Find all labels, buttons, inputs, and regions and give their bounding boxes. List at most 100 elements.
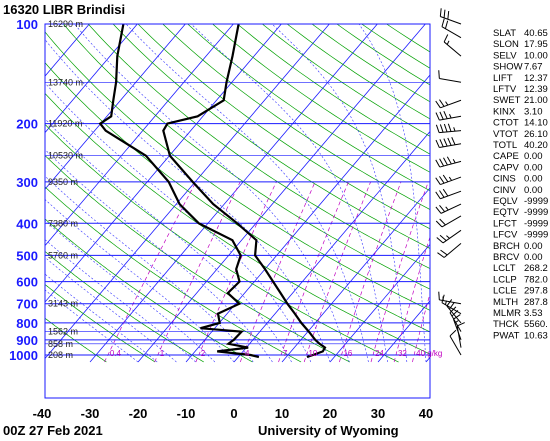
- wind-barb-staff: [443, 242, 462, 258]
- wind-barb-staff: [443, 41, 462, 57]
- index-name: CAPV: [493, 162, 520, 173]
- dry-adiabat: [187, 24, 430, 192]
- wind-barb-flag: [439, 8, 442, 17]
- height-label: 9350 m: [48, 177, 78, 187]
- index-name: LFTV: [493, 84, 517, 95]
- mixing-ratio-line: [412, 292, 430, 363]
- index-name: CAPE: [493, 151, 519, 162]
- height-label: 16290 m: [48, 19, 83, 29]
- dry-adiabat: [45, 62, 430, 333]
- wind-barb: [441, 294, 462, 315]
- temperature-tick-label: 10: [275, 406, 289, 421]
- dry-adiabat: [45, 186, 302, 363]
- credit: University of Wyoming: [258, 423, 399, 438]
- index-value: -9999: [524, 196, 548, 207]
- pressure-tick-label: 700: [16, 297, 38, 312]
- index-value: 12.39: [524, 84, 548, 95]
- mixing-ratio-label: 7: [283, 349, 288, 358]
- isotherm: [233, 130, 430, 363]
- dry-adiabat: [45, 31, 430, 311]
- moist-adiabat: [45, 149, 273, 363]
- wind-barb-staff: [440, 203, 462, 214]
- dry-adiabat: [162, 24, 430, 210]
- wind-barb-flag: [435, 159, 441, 168]
- index-name: SLAT: [493, 28, 516, 39]
- mixing-ratio-line: [370, 181, 429, 363]
- pressure-tick-label: 1000: [9, 348, 38, 363]
- profiles: [98, 24, 327, 359]
- wind-barb-flag: [443, 9, 446, 18]
- wind-barb: [453, 314, 462, 341]
- index-value: -9999: [524, 230, 548, 241]
- moist-adiabat: [125, 24, 369, 363]
- moist-adiabat: [45, 82, 312, 363]
- mixing-ratio-label: 0.4: [110, 349, 122, 358]
- dry-adiabat: [212, 24, 430, 173]
- index-name: EQTV: [493, 207, 520, 218]
- height-label: 5760 m: [48, 250, 78, 260]
- chart-grid: [45, 24, 430, 363]
- mixing-ratio-labels: 0.4 1 2 4 7 10 16 24 32 40 g/kg: [110, 349, 443, 358]
- wind-barb-flag: [439, 111, 444, 120]
- wind-barb-flag: [456, 322, 465, 327]
- wind-barb: [436, 229, 462, 244]
- height-label: 7380 m: [48, 218, 78, 228]
- mixing-ratio-line: [239, 181, 316, 363]
- mixing-ratio-label: 40 g/kg: [416, 349, 442, 358]
- dry-adiabat: [45, 250, 204, 363]
- wind-barb-half-flag: [452, 159, 456, 164]
- isotherm: [45, 24, 138, 134]
- wind-barb: [437, 242, 462, 258]
- wind-barb: [449, 329, 462, 356]
- pressure-tick-label: 500: [16, 248, 38, 263]
- wind-barb-flag: [447, 123, 452, 132]
- dry-adiabat: [45, 92, 430, 355]
- pressure-tick-label: 100: [16, 17, 38, 32]
- wind-barb-flag: [436, 237, 444, 244]
- temperature-tick-label: 30: [371, 406, 385, 421]
- height-label: 10530 m: [48, 151, 83, 161]
- wind-barb-staff: [441, 215, 462, 228]
- wind-barb-flag: [447, 137, 452, 146]
- wind-barb: [435, 110, 462, 121]
- wind-barb-flag: [439, 176, 445, 184]
- wind-barb-staff: [449, 335, 462, 356]
- wind-barb-flag: [435, 139, 440, 148]
- wind-barb-flag: [439, 158, 445, 167]
- mixing-ratio-line: [195, 181, 277, 363]
- dry-adiabat: [87, 24, 430, 270]
- wind-barb: [435, 188, 462, 200]
- dry-adiabat: [45, 317, 107, 363]
- index-value: 297.8: [524, 286, 548, 297]
- index-name: CTOT: [493, 118, 519, 129]
- wind-barb-flag: [435, 220, 443, 228]
- index-name: LCLP: [493, 274, 517, 285]
- pressure-tick-label: 900: [16, 333, 38, 348]
- index-value: 782.0: [524, 274, 548, 285]
- index-value: 0.00: [524, 241, 543, 252]
- index-name: MLMR: [493, 308, 521, 319]
- wind-barb-flag: [435, 112, 440, 121]
- mixing-ratio-label: 10: [308, 349, 317, 358]
- index-value: 3.53: [524, 308, 543, 319]
- index-value: 21.00: [524, 95, 548, 106]
- index-value: 7.67: [524, 62, 543, 73]
- mixing-ratio-label: 2: [201, 349, 206, 358]
- index-name: PWAT: [493, 330, 520, 341]
- wind-barb-flag: [439, 218, 446, 226]
- moist-adiabat: [271, 24, 408, 362]
- index-value: 40.20: [524, 140, 548, 151]
- pressure-tick-label: 400: [16, 216, 38, 231]
- wind-barb-flag: [443, 157, 448, 166]
- wind-barbs: [435, 8, 465, 356]
- wind-barb-half-flag: [454, 320, 459, 324]
- wind-barb-flag: [443, 34, 449, 43]
- mixing-ratio-line: [339, 181, 402, 363]
- wind-barb: [441, 18, 462, 39]
- height-label: 208 m: [48, 350, 73, 360]
- temperature-tick-label: -40: [33, 406, 52, 421]
- wind-barb: [456, 322, 465, 348]
- wind-barb: [435, 99, 462, 109]
